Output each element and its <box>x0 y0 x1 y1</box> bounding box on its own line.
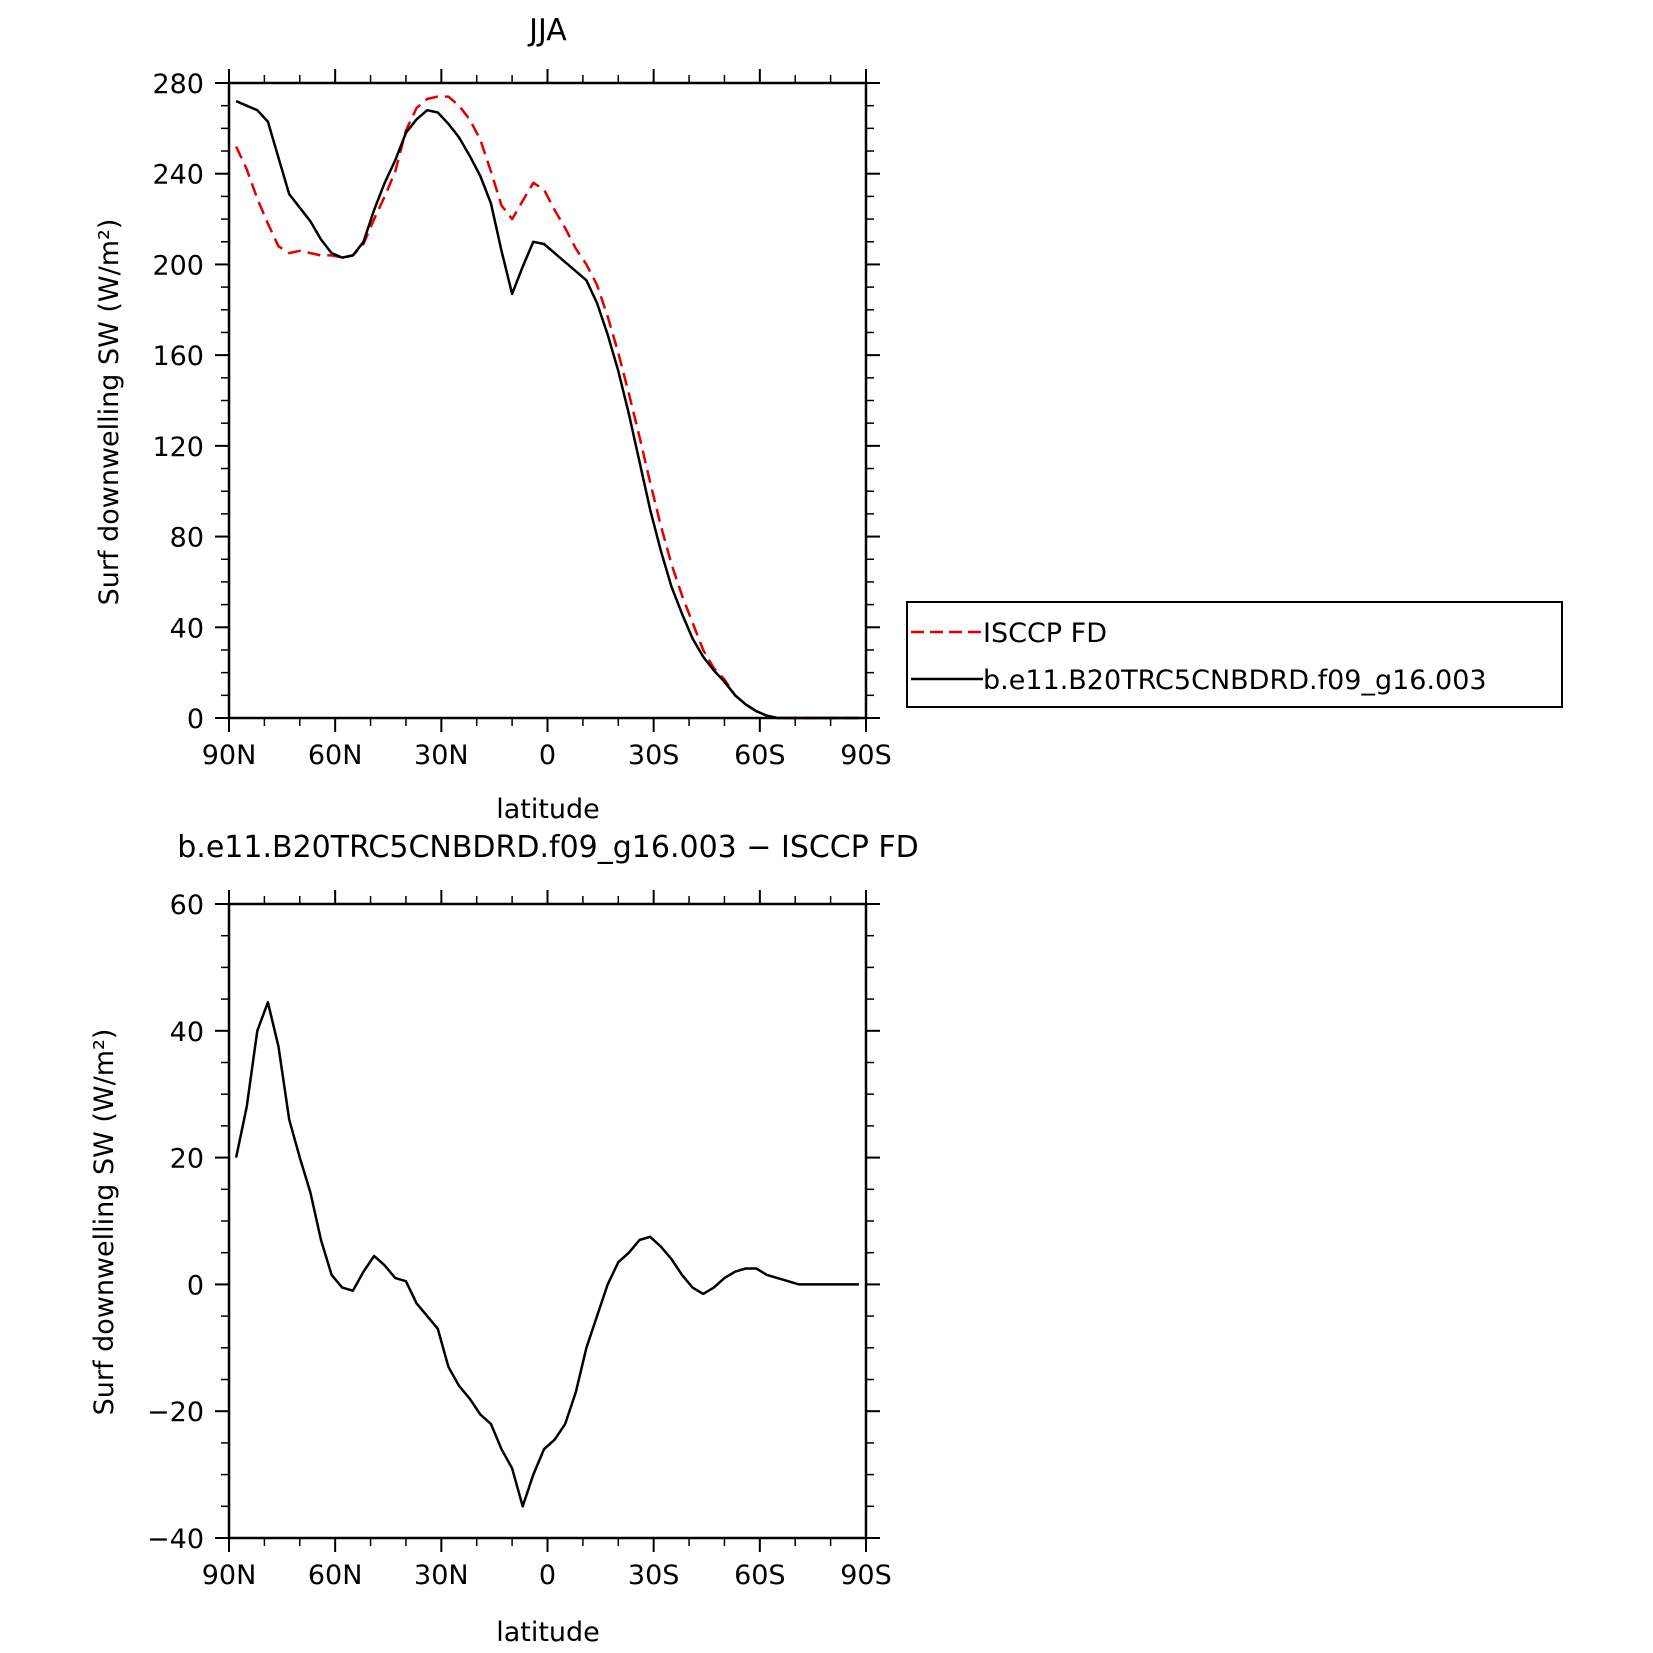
top-panel-x-axis-label: latitude <box>496 794 600 825</box>
x-tick-label: 90N <box>202 1560 257 1591</box>
y-tick-label: 160 <box>152 341 204 372</box>
y-tick-label: −20 <box>147 1397 204 1428</box>
top-panel-tick-labels: 0 40 80 120 160 200 240 280 90N 60N 30N 0 30S 60S 90S <box>152 69 891 771</box>
y-tick-label: 40 <box>170 613 204 644</box>
y-tick-label: 60 <box>170 890 204 921</box>
top-panel: JJA Surf downwelling SW (W/m²) latitude … <box>94 13 892 825</box>
legend-label-isccp: ISCCP FD <box>983 618 1107 649</box>
x-tick-label: 30N <box>414 1560 469 1591</box>
y-tick-label: 40 <box>170 1017 204 1048</box>
series-line-isccp-fd <box>234 95 859 720</box>
x-tick-label: 0 <box>539 740 556 771</box>
legend-label-model: b.e11.B20TRC5CNBDRD.f09_g16.003 <box>983 665 1487 696</box>
bottom-panel-y-axis-label: Surf downwelling SW (W/m²) <box>89 1029 120 1416</box>
x-tick-label: 90S <box>840 740 892 771</box>
y-tick-label: 240 <box>152 160 204 191</box>
y-tick-label: 280 <box>152 69 204 100</box>
y-tick-label: 0 <box>187 1270 204 1301</box>
legend-box <box>906 601 1563 708</box>
x-tick-label: 30S <box>628 1560 680 1591</box>
legend: ISCCP FD b.e11.B20TRC5CNBDRD.f09_g16.003 <box>906 601 1563 708</box>
bottom-panel-x-axis-label: latitude <box>496 1617 600 1648</box>
top-panel-plot-frame <box>227 81 868 720</box>
bottom-panel-plot-frame <box>227 902 868 1540</box>
bottom-panel-tick-labels: −40 −20 0 20 40 60 90N 60N 30N 0 30S 60S 90S <box>147 890 892 1591</box>
top-panel-series <box>234 95 859 720</box>
x-tick-label: 30S <box>628 740 680 771</box>
y-tick-label: 20 <box>170 1144 204 1175</box>
x-tick-label: 60S <box>734 740 786 771</box>
y-tick-label: 200 <box>152 250 204 281</box>
x-tick-label: 30N <box>414 740 469 771</box>
series-line-difference <box>234 1001 859 1508</box>
x-tick-label: 60S <box>734 1560 786 1591</box>
y-tick-label: 80 <box>170 523 204 554</box>
bottom-panel-ticks <box>215 890 880 1552</box>
y-tick-label: 0 <box>187 704 204 735</box>
x-tick-label: 90N <box>202 740 257 771</box>
top-panel-y-axis-label: Surf downwelling SW (W/m²) <box>94 219 125 606</box>
series-line-model <box>235 99 859 720</box>
x-tick-label: 60N <box>308 1560 363 1591</box>
x-tick-label: 0 <box>539 1560 556 1591</box>
x-tick-label: 60N <box>308 740 363 771</box>
x-tick-label: 90S <box>840 1560 892 1591</box>
y-tick-label: 120 <box>152 432 204 463</box>
bottom-panel: b.e11.B20TRC5CNBDRD.f09_g16.003 − ISCCP … <box>89 830 919 1648</box>
top-panel-ticks <box>215 69 880 732</box>
bottom-panel-series <box>234 1001 859 1508</box>
top-panel-title: JJA <box>527 13 567 48</box>
bottom-panel-title: b.e11.B20TRC5CNBDRD.f09_g16.003 − ISCCP … <box>177 830 919 865</box>
y-tick-label: −40 <box>147 1524 204 1555</box>
